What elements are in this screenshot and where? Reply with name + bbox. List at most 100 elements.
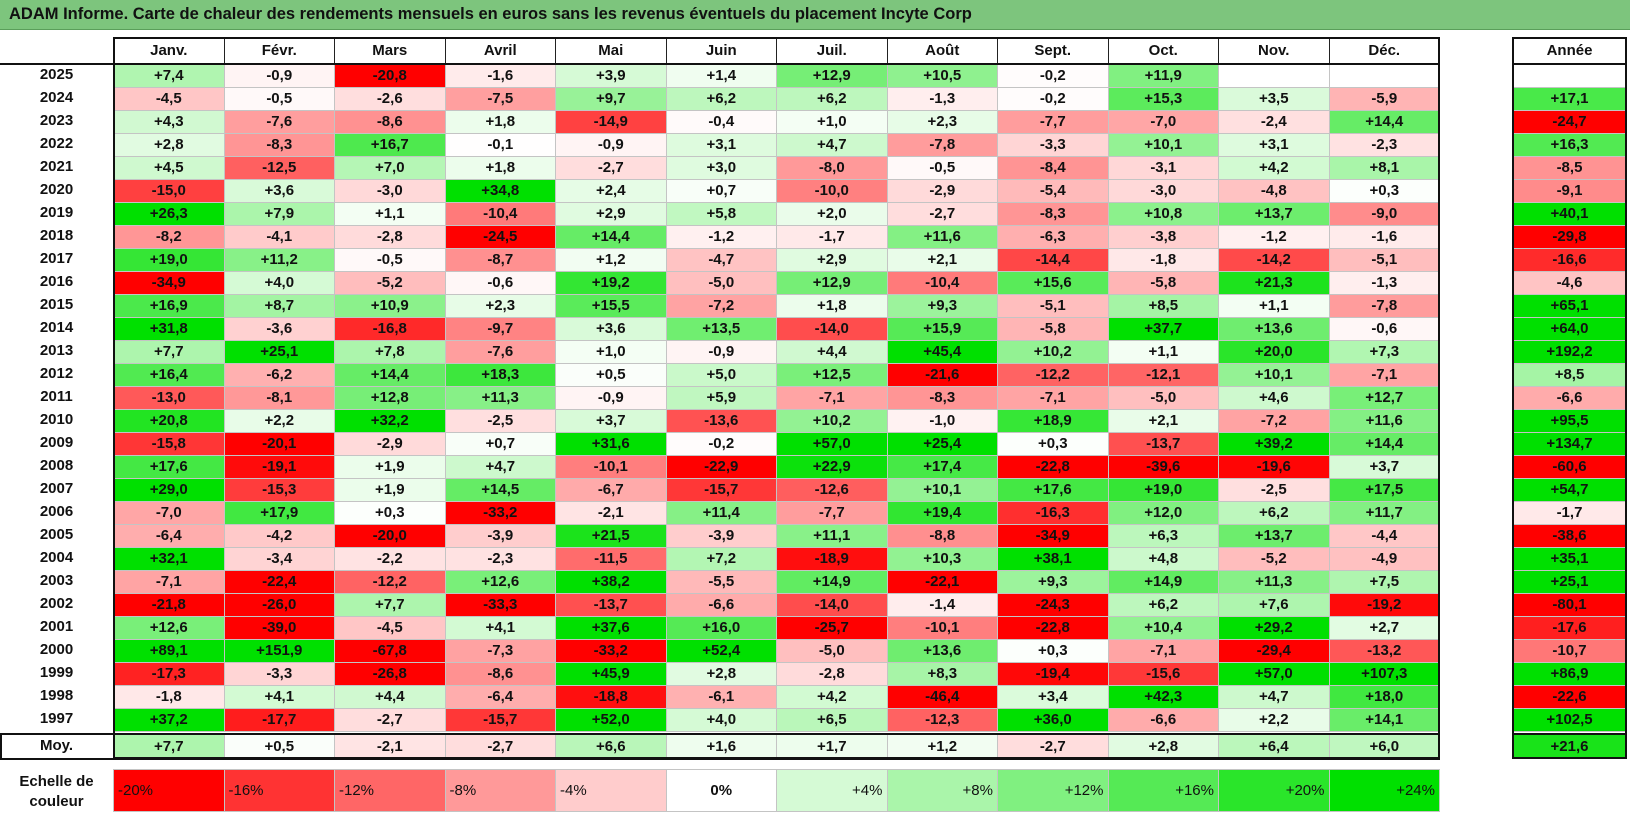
heatmap-cell: +14,4: [1328, 432, 1440, 456]
heatmap-cell: +15,3: [1107, 87, 1219, 111]
heatmap-cell: -33,3: [444, 593, 556, 617]
heatmap-cell: -21,8: [113, 593, 225, 617]
heatmap-cell: +7,7: [113, 340, 225, 364]
heatmap-cell: +17,6: [113, 455, 225, 479]
month-header: Janv.: [113, 37, 225, 64]
heatmap-cell: -0,1: [444, 133, 556, 157]
heatmap-cell: -26,0: [223, 593, 335, 617]
heatmap-cell: -12,2: [334, 570, 446, 594]
heatmap-cell: -20,1: [223, 432, 335, 456]
heatmap-cell: +11,6: [1328, 409, 1440, 433]
heatmap-cell: +52,0: [555, 708, 667, 732]
heatmap-cell: +3,7: [1328, 455, 1440, 479]
heatmap-cell: +3,4: [997, 685, 1109, 709]
heatmap-cell: -8,3: [223, 133, 335, 157]
annual-cell: [1512, 64, 1627, 88]
heatmap-cell: -10,4: [444, 202, 556, 226]
heatmap-cell: -4,9: [1328, 547, 1440, 571]
year-label: 2005: [39, 526, 74, 543]
heatmap-cell: -15,8: [113, 432, 225, 456]
heatmap-cell: +3,9: [555, 64, 667, 88]
heatmap-cell: -4,5: [334, 616, 446, 640]
heatmap-cell: +5,9: [665, 386, 777, 410]
color-scale-step: -16%: [223, 769, 335, 812]
heatmap-cell: +18,3: [444, 363, 556, 387]
heatmap-cell: -7,1: [113, 570, 225, 594]
annual-cell: +95,5: [1512, 409, 1627, 433]
average-cell: +2,8: [1107, 734, 1219, 759]
heatmap-cell: -9,0: [1328, 202, 1440, 226]
heatmap-cell: -12,1: [1107, 363, 1219, 387]
year-label: 2003: [39, 572, 74, 589]
average-cell: +1,6: [665, 734, 777, 759]
heatmap-cell: +3,1: [1218, 133, 1330, 157]
heatmap-cell: +1,0: [555, 340, 667, 364]
color-scale-step: -4%: [555, 769, 667, 812]
heatmap-cell: -24,3: [997, 593, 1109, 617]
average-cell: -2,1: [334, 734, 446, 759]
heatmap-cell: +7,7: [334, 593, 446, 617]
heatmap-cell: -2,5: [444, 409, 556, 433]
heatmap-cell: +4,6: [1218, 386, 1330, 410]
annual-cell: -16,6: [1512, 248, 1627, 272]
heatmap-cell: +6,3: [1107, 524, 1219, 548]
heatmap-cell: +6,2: [1107, 593, 1219, 617]
heatmap-cell: -7,6: [223, 110, 335, 134]
heatmap-cell: +34,8: [444, 179, 556, 203]
heatmap-cell: -46,4: [886, 685, 998, 709]
annual-cell: -60,6: [1512, 455, 1627, 479]
heatmap-cell: -19,2: [1328, 593, 1440, 617]
heatmap-cell: +2,3: [886, 110, 998, 134]
heatmap-cell: -7,1: [997, 386, 1109, 410]
heatmap-cell: -8,4: [997, 156, 1109, 180]
annual-cell: -10,7: [1512, 639, 1627, 663]
heatmap-cell: +11,3: [1218, 570, 1330, 594]
heatmap-cell: -11,5: [555, 547, 667, 571]
heatmap-cell: -1,2: [665, 225, 777, 249]
heatmap-cell: -15,6: [1107, 662, 1219, 686]
heatmap-cell: -5,0: [665, 271, 777, 295]
heatmap-cell: +6,2: [1218, 501, 1330, 525]
heatmap-cell: +10,2: [776, 409, 888, 433]
title-bar: ADAM Informe. Carte de chaleur des rende…: [0, 0, 1630, 30]
annual-cell: -9,1: [1512, 179, 1627, 203]
heatmap-cell: +14,9: [1107, 570, 1219, 594]
color-scale-label: Echelle de couleur: [19, 773, 94, 810]
heatmap-cell: +45,9: [555, 662, 667, 686]
heatmap-cell: -0,6: [444, 271, 556, 295]
heatmap-cell: +29,0: [113, 478, 225, 502]
heatmap-cell: -17,3: [113, 662, 225, 686]
heatmap-cell: -22,1: [886, 570, 998, 594]
heatmap-cell: -25,7: [776, 616, 888, 640]
heatmap-cell: +19,2: [555, 271, 667, 295]
average-cell: +1,7: [776, 734, 888, 759]
heatmap-cell: -13,6: [665, 409, 777, 433]
heatmap-cell: -5,1: [997, 294, 1109, 318]
heatmap-cell: +2,2: [1218, 708, 1330, 732]
heatmap-cell: -7,7: [776, 501, 888, 525]
year-label: 2000: [39, 641, 74, 658]
annual-cell: -22,6: [1512, 685, 1627, 709]
year-label: 2006: [39, 503, 74, 520]
heatmap-cell: +18,9: [997, 409, 1109, 433]
heatmap-cell: -7,5: [444, 87, 556, 111]
heatmap-cell: +20,0: [1218, 340, 1330, 364]
heatmap-cell: -5,4: [997, 179, 1109, 203]
heatmap-cell: +11,4: [665, 501, 777, 525]
heatmap-cell: +2,7: [1328, 616, 1440, 640]
heatmap-cell: +11,1: [776, 524, 888, 548]
heatmap-cell: -12,2: [997, 363, 1109, 387]
annual-cell: +64,0: [1512, 317, 1627, 341]
heatmap-cell: +42,3: [1107, 685, 1219, 709]
average-label: Moy.: [39, 737, 74, 754]
heatmap-cell: -20,0: [334, 524, 446, 548]
heatmap-cell: -4,8: [1218, 179, 1330, 203]
heatmap-cell: -2,2: [334, 547, 446, 571]
annual-cell: -17,6: [1512, 616, 1627, 640]
heatmap-cell: -6,1: [665, 685, 777, 709]
annual-cell: -6,6: [1512, 386, 1627, 410]
heatmap-cell: -2,7: [555, 156, 667, 180]
heatmap-cell: -6,6: [1107, 708, 1219, 732]
heatmap-cell: +7,9: [223, 202, 335, 226]
heatmap-cell: -14,0: [776, 317, 888, 341]
